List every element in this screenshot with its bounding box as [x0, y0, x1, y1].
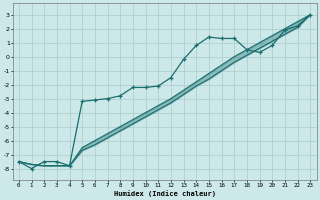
X-axis label: Humidex (Indice chaleur): Humidex (Indice chaleur) [114, 190, 215, 197]
